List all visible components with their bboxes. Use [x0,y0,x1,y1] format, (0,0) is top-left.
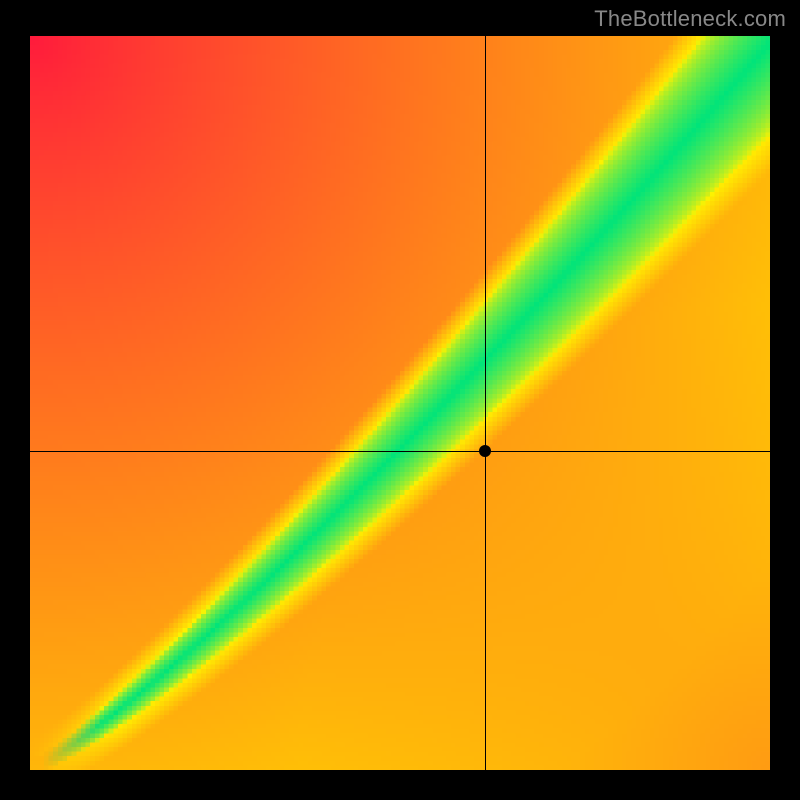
crosshair-marker [479,445,491,457]
crosshair-vertical [485,36,486,770]
watermark-text: TheBottleneck.com [594,6,786,32]
chart-frame: TheBottleneck.com [0,0,800,800]
crosshair-horizontal [30,451,770,452]
bottleneck-heatmap [30,36,770,770]
plot-area [30,36,770,770]
